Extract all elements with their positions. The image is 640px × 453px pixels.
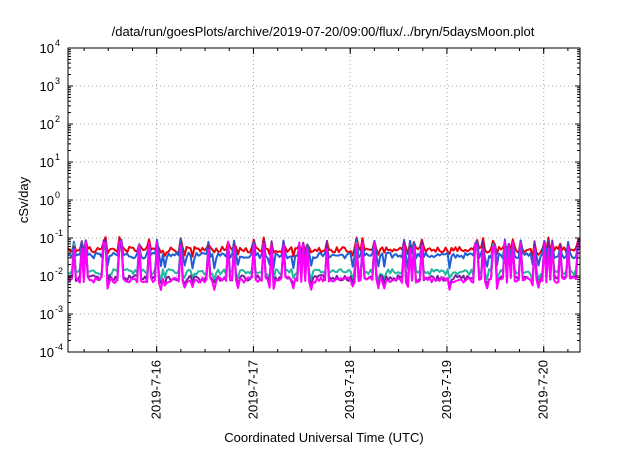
x-tick-label: 2019-7-19 [439,360,454,419]
grid-lines [68,48,580,352]
x-tick-label: 2019-7-20 [536,360,551,419]
chart-title: /data/run/goesPlots/archive/2019-07-20/0… [112,24,535,39]
y-tick-exponent: -2 [55,266,63,276]
x-tick-label: 2019-7-17 [245,360,260,419]
series-line [67,240,581,291]
y-tick-exponent: 2 [55,114,60,124]
y-tick-label: 10 [40,41,54,56]
x-axis-label: Coordinated Universal Time (UTC) [224,430,423,445]
y-tick-label: 10 [40,79,54,94]
x-axis: 2019-7-16 2019-7-17 2019-7-18 2019-7-19 2019… [83,48,569,419]
x-tick-label: 2019-7-16 [149,360,164,419]
y-tick-exponent: 1 [55,152,60,162]
x-tick-label: 2019-7-18 [342,360,357,419]
y-tick-exponent: -1 [55,228,63,238]
y-tick-label: 10 [40,193,54,208]
y-tick-label: 10 [40,269,54,284]
y-tick-exponent: 3 [55,76,60,86]
y-tick-label: 10 [40,117,54,132]
y-tick-label: 10 [40,231,54,246]
y-tick-exponent: -3 [55,304,63,314]
y-tick-label: 10 [40,155,54,170]
y-tick-exponent: 0 [55,190,60,200]
y-tick-exponent: 4 [55,38,60,48]
y-tick-exponent: -4 [55,342,63,352]
y-tick-label: 10 [40,345,54,360]
series-layer [67,236,581,291]
y-tick-label: 10 [40,307,54,322]
y-axis-label: cSv/day [16,176,31,223]
